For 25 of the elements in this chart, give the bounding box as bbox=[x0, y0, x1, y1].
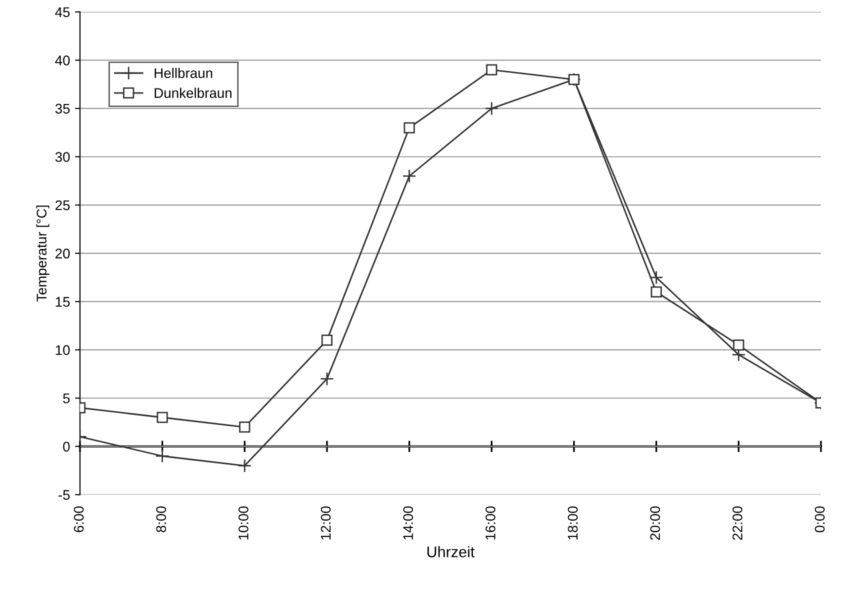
y-tick-label: 25 bbox=[56, 200, 70, 210]
legend-label: Dunkelbraun bbox=[154, 88, 232, 98]
x-tick-label: 12:00 bbox=[320, 506, 331, 540]
y-axis-title: Temperatur [°C] bbox=[36, 206, 50, 302]
x-tick-label: 22:00 bbox=[732, 506, 742, 540]
x-tick-label: 0:00 bbox=[814, 506, 825, 532]
y-tick-label: 30 bbox=[55, 152, 70, 162]
y-tick-label: 0 bbox=[63, 442, 70, 452]
y-tick-label: 15 bbox=[56, 297, 70, 307]
x-tick-label: 8:00 bbox=[156, 506, 166, 532]
y-tick-label: 40 bbox=[55, 56, 70, 66]
x-tick-label: 18:00 bbox=[568, 506, 578, 540]
x-tick-label: 6:00 bbox=[74, 506, 84, 532]
x-tick-label: 14:00 bbox=[403, 506, 414, 540]
y-tick-label: 45 bbox=[55, 7, 70, 18]
x-tick-label: 20:00 bbox=[650, 506, 660, 540]
y-tick-label: 5 bbox=[63, 394, 70, 404]
y-tick-label: 20 bbox=[56, 248, 70, 258]
legend-label: Hellbraun bbox=[154, 68, 212, 78]
y-tick-label: 10 bbox=[56, 345, 70, 356]
x-axis-title: Uhrzeit bbox=[427, 546, 475, 558]
x-tick-label: 10:00 bbox=[238, 506, 248, 540]
y-tick-label: 35 bbox=[55, 104, 70, 114]
x-tick-label: 16:00 bbox=[486, 506, 496, 540]
y-tick-label: -5 bbox=[58, 490, 70, 500]
